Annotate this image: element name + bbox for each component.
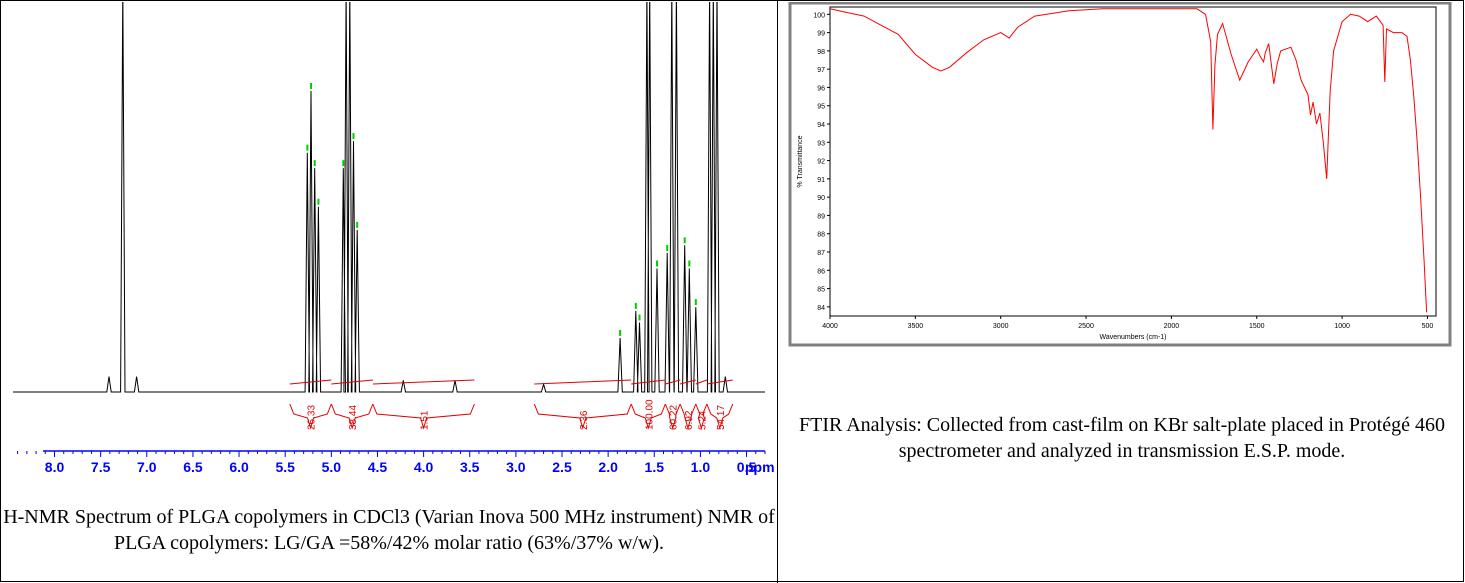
nmr-integral-label: 60.22 [669, 405, 680, 430]
nmr-integral-label: 5.24 [697, 410, 708, 430]
nmr-spectrum-line [13, 2, 765, 393]
nmr-integral-label: 54.17 [716, 405, 727, 430]
nmr-x-tick-label: 2.0 [598, 459, 618, 475]
nmr-integral-bracket [289, 403, 332, 430]
nmr-x-tick-label: 2.5 [552, 459, 572, 475]
nmr-integral-curve [665, 379, 681, 385]
ftir-y-tick-label: 91 [817, 177, 825, 184]
ftir-y-tick-label: 96 [817, 85, 825, 92]
nmr-x-tick-label: 1.0 [691, 459, 711, 475]
nmr-integral-bracket [533, 403, 632, 430]
nmr-x-tick-label: 4.0 [414, 459, 434, 475]
nmr-x-tick-label: 8.0 [45, 459, 65, 475]
nmr-integral-label: 2.36 [579, 410, 590, 430]
nmr-x-tick-label: 4.5 [368, 459, 388, 475]
nmr-x-tick-label: 5.0 [322, 459, 342, 475]
nmr-x-tick-label: 0.5 [737, 459, 757, 475]
nmr-integral-curve [706, 379, 733, 385]
ftir-y-tick-label: 85 [817, 287, 825, 294]
ftir-x-tick-label: 4000 [822, 323, 838, 330]
nmr-integral-label: 100.00 [644, 399, 655, 430]
ftir-y-tick-label: 89 [817, 213, 825, 220]
nmr-integral-label: 1.51 [420, 410, 431, 430]
nmr-x-tick-label: 6.0 [229, 459, 249, 475]
nmr-integral-label: 26.33 [307, 405, 318, 430]
ftir-transmittance-line [829, 8, 1428, 313]
ftir-frame [788, 2, 1452, 347]
ftir-x-tick-label: 1000 [1334, 323, 1350, 330]
nmr-panel: 26.33 38.44 1.51 2.36 100.00 60.22 6.92 5.24 54.… [3, 2, 775, 582]
ftir-y-tick-label: 100 [813, 12, 825, 19]
ftir-y-tick-label: 98 [817, 49, 825, 56]
ftir-panel: 100 99 98 97 96 95 94 93 92 91 90 89 88 87 86 85 84 4000 3… [780, 2, 1464, 582]
nmr-integral-curve [534, 379, 632, 385]
ftir-y-tick-label: 93 [817, 140, 825, 147]
ftir-x-axis-label: Wavenumbers (cm-1) [1099, 334, 1166, 341]
nmr-integral-bracket [679, 403, 697, 430]
nmr-integral-curve [331, 379, 373, 385]
ftir-y-tick-label: 95 [817, 104, 825, 111]
nmr-x-tick-label: 6.5 [183, 459, 203, 475]
nmr-integral-curve [289, 379, 332, 385]
nmr-x-tick-label: 3.5 [460, 459, 480, 475]
ftir-x-tick-label: 2500 [1078, 323, 1094, 330]
nmr-spectrum-chart: 26.33 38.44 1.51 2.36 100.00 60.22 6.92 5.24 54.… [13, 2, 775, 475]
ftir-x-tick-label: 2000 [1164, 323, 1180, 330]
ftir-spectrum-chart: 100 99 98 97 96 95 94 93 92 91 90 89 88 87 86 85 84 4000 3… [788, 2, 1452, 347]
nmr-integral-label: 38.44 [348, 405, 359, 430]
ftir-x-tick-label: 500 [1422, 323, 1434, 330]
ftir-y-tick-label: 99 [817, 31, 825, 38]
ftir-caption: FTIR Analysis: Collected from cast-film … [799, 414, 1445, 462]
ftir-y-tick-label: 87 [817, 250, 825, 257]
nmr-x-tick-label: 3.0 [506, 459, 526, 475]
nmr-caption: H-NMR Spectrum of PLGA copolymers in CDC… [3, 506, 775, 554]
ftir-y-tick-label: 84 [817, 305, 825, 312]
nmr-x-tick-label: 7.0 [137, 459, 157, 475]
nmr-x-unit-label: ppm [745, 459, 775, 475]
nmr-integral-bracket [664, 403, 681, 430]
nmr-integral-bracket [372, 403, 475, 430]
ftir-y-tick-label: 90 [817, 195, 825, 202]
ftir-y-tick-label: 94 [817, 122, 825, 129]
ftir-y-axis-label: % Transmittance [797, 135, 804, 187]
nmr-integral-curve [679, 379, 696, 385]
ftir-y-tick-label: 97 [817, 67, 825, 74]
ftir-plot-area [829, 6, 1437, 317]
cell-divider [777, 1, 778, 583]
nmr-x-tick-label: 7.5 [91, 459, 111, 475]
nmr-integral-curve [631, 379, 666, 385]
nmr-integral-bracket [330, 403, 374, 430]
nmr-x-tick-label: 1.5 [645, 459, 665, 475]
ftir-x-tick-label: 3000 [993, 323, 1009, 330]
nmr-x-tick-label: 5.5 [275, 459, 295, 475]
nmr-integral-curve [372, 379, 475, 385]
nmr-integral-curve [695, 379, 708, 385]
nmr-integral-bracket [630, 403, 666, 430]
nmr-integral-bracket [695, 403, 708, 430]
nmr-integral-label: 6.92 [684, 410, 695, 430]
nmr-integral-bracket [706, 403, 734, 430]
ftir-y-tick-label: 92 [817, 159, 825, 166]
ftir-y-tick-label: 86 [817, 268, 825, 275]
ftir-y-tick-label: 88 [817, 232, 825, 239]
ftir-x-tick-label: 3500 [908, 323, 924, 330]
ftir-x-tick-label: 1500 [1249, 323, 1265, 330]
